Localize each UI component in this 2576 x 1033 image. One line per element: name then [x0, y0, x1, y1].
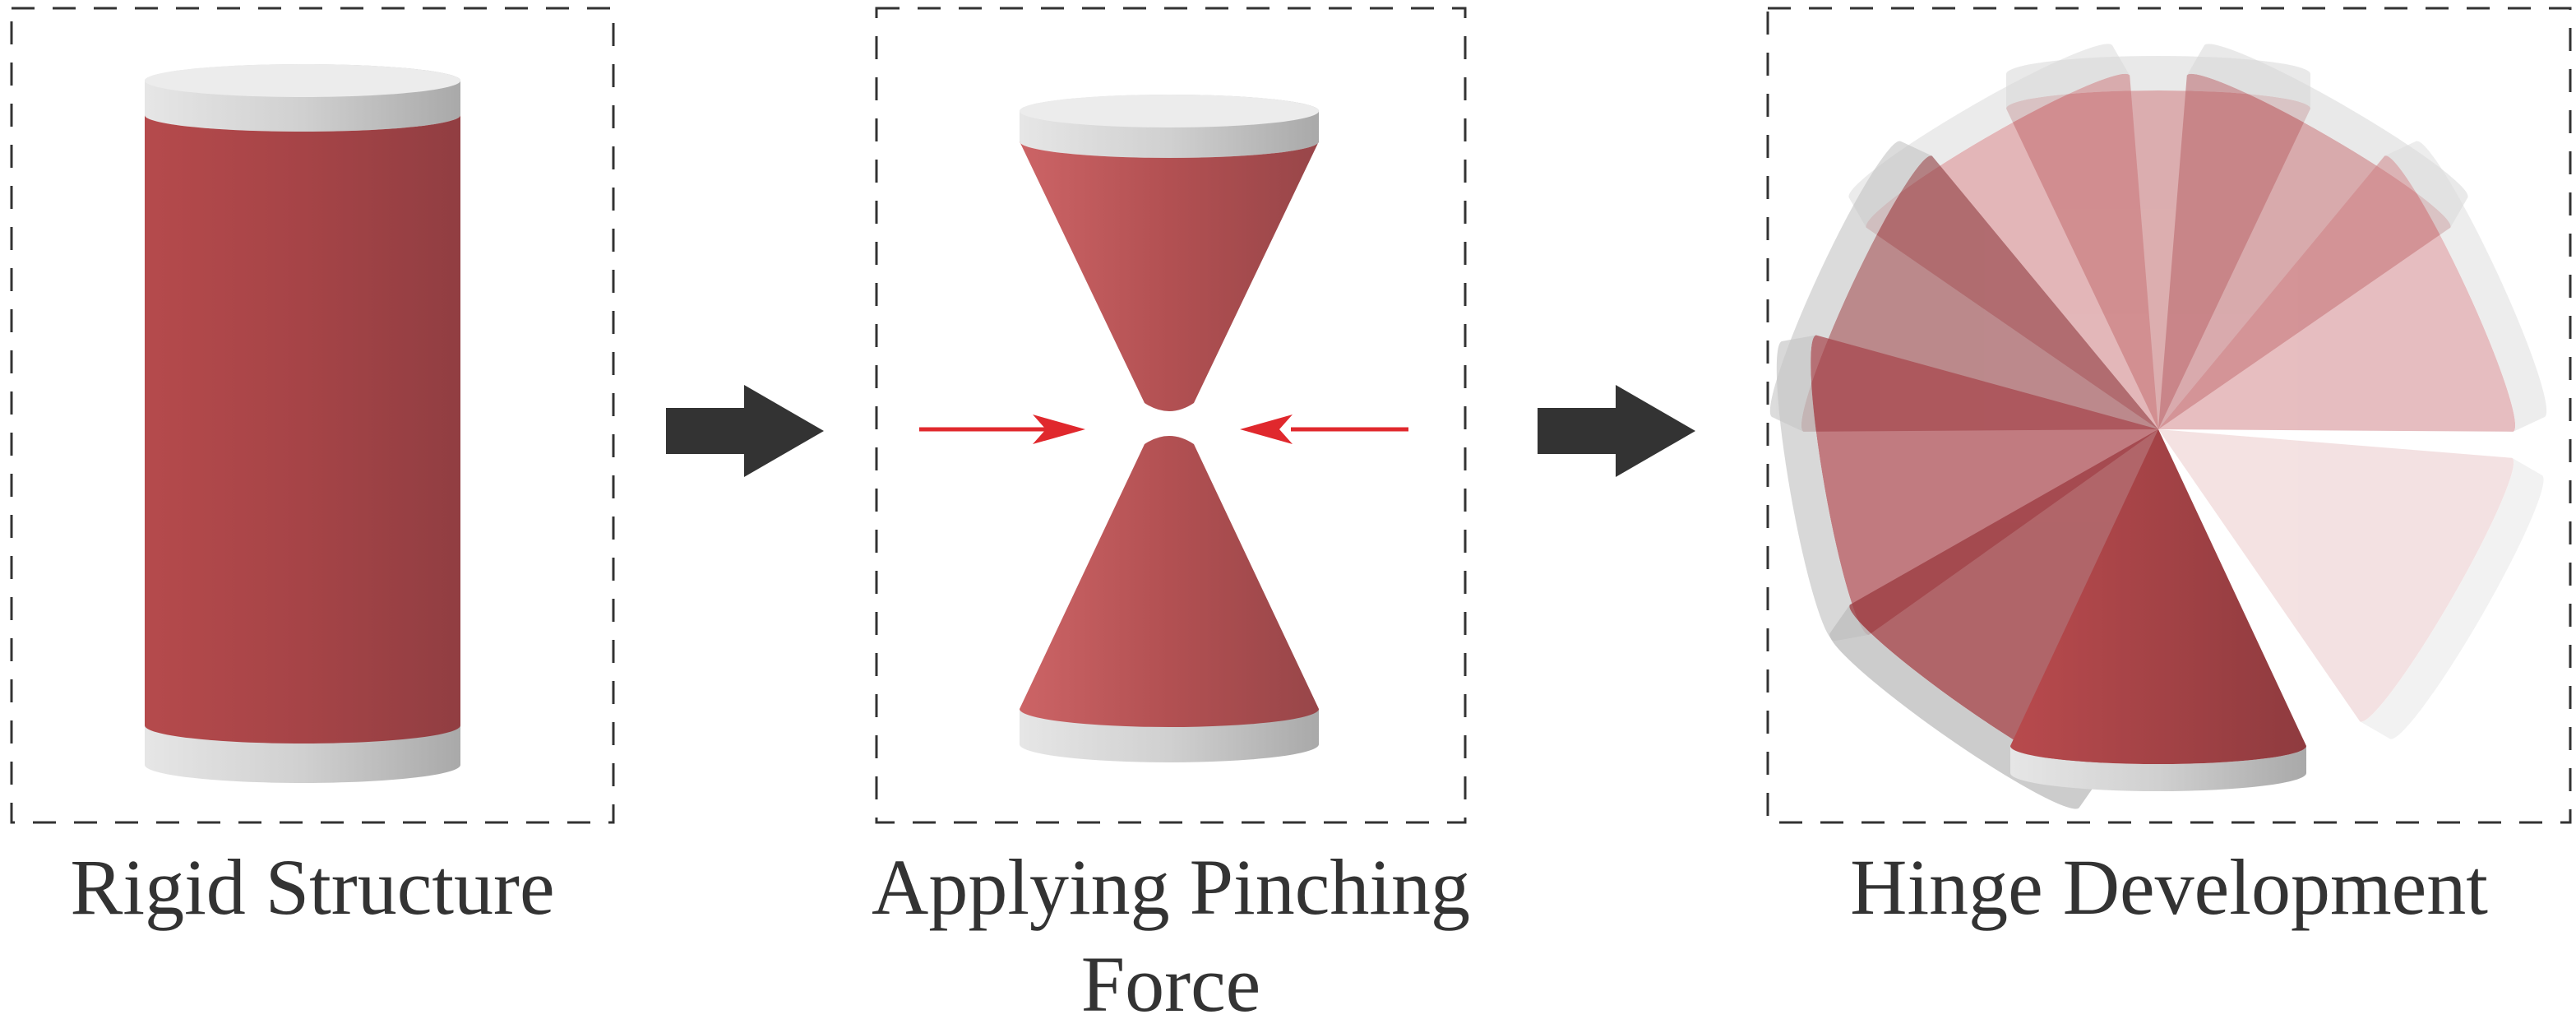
right-arrow-icon — [666, 385, 824, 477]
right-arrow-icon — [1033, 415, 1085, 444]
caption-pinching-line-1: Applying Pinching — [871, 843, 1470, 931]
caption-rigid-structure: Rigid Structure — [70, 843, 555, 931]
force-arrow-left — [919, 415, 1085, 444]
caption-hinge-development: Hinge Development — [1850, 843, 2488, 931]
panel-frame — [875, 7, 1467, 824]
panel-pinching-force — [875, 7, 1467, 824]
panel-rigid-structure — [10, 7, 615, 824]
panel-hinge-development — [1766, 7, 2572, 824]
caption-pinching-line-2: Force — [1080, 940, 1261, 1028]
front-cone — [2010, 429, 2306, 791]
hourglass-icon — [1020, 95, 1319, 762]
left-arrow-icon — [1240, 415, 1293, 444]
panel-frame — [1766, 7, 2572, 824]
rotating-cones-icon — [1769, 44, 2547, 809]
caption-pinching-force: Applying Pinching Force — [822, 839, 1519, 1033]
cylinder-icon — [145, 64, 460, 783]
force-arrow-right — [1240, 415, 1408, 444]
panel-frame — [10, 7, 615, 824]
right-arrow-icon — [1538, 385, 1695, 477]
